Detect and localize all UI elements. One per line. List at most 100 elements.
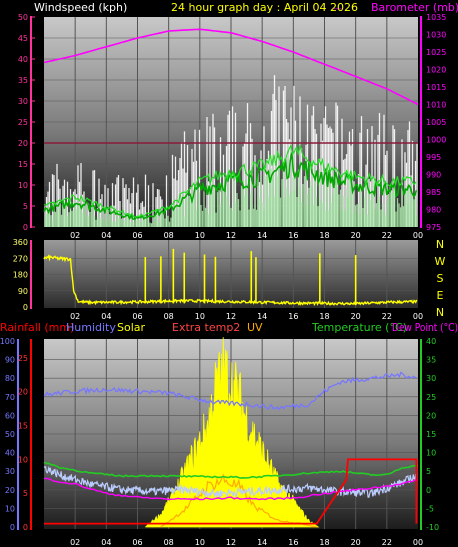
wind-left-tick: 45 xyxy=(18,34,28,43)
wind-x-tick: 14 xyxy=(257,231,267,240)
temperature-line xyxy=(43,461,419,479)
graph-title: 24 hour graph day : April 04 2026 xyxy=(171,1,358,14)
direction-x-tick: 02 xyxy=(70,312,80,321)
baro-right-tick: 980 xyxy=(426,206,441,215)
direction-x-tick: 08 xyxy=(164,312,174,321)
bottom-x-tick: 12 xyxy=(226,538,236,547)
baro-right-tick: 1000 xyxy=(426,136,446,145)
baro-right-tick: 990 xyxy=(426,171,441,180)
humidity-tick: 30 xyxy=(5,467,15,476)
wind-left-tick: 20 xyxy=(18,139,28,148)
temp-right-tick: -10 xyxy=(426,523,439,532)
wind-left-tick: 50 xyxy=(18,13,28,22)
compass-label: W xyxy=(435,255,446,268)
dewpoint-line xyxy=(43,477,418,501)
temp-right-tick: 10 xyxy=(426,449,436,458)
wind-x-tick: 00 xyxy=(413,231,423,240)
temp-right-tick: 35 xyxy=(426,356,436,365)
bottom-x-tick: 10 xyxy=(195,538,205,547)
rain-tick: 25 xyxy=(18,354,28,363)
humidity-tick: 20 xyxy=(5,486,15,495)
wind-title: Windspeed (kph) xyxy=(34,1,127,14)
wind-left-tick: 40 xyxy=(18,55,28,64)
baro-right-tick: 1020 xyxy=(426,66,446,75)
legend-solar: Solar xyxy=(117,321,146,334)
baro-right-tick: 1005 xyxy=(426,118,446,127)
wind-x-tick: 16 xyxy=(288,231,298,240)
humidity-tick: 60 xyxy=(5,411,15,420)
direction-x-tick: 18 xyxy=(319,312,329,321)
bottom-x-tick: 08 xyxy=(164,538,174,547)
wind-left-tick: 15 xyxy=(18,160,28,169)
legend-humidity: Humidity xyxy=(66,321,116,334)
wind-left-tick: 30 xyxy=(18,97,28,106)
temp-right-tick: -5 xyxy=(426,504,434,513)
direction-left-tick: 90 xyxy=(18,287,28,296)
compass-label: E xyxy=(437,289,444,302)
compass-label: S xyxy=(437,272,444,285)
bottom-x-tick: 18 xyxy=(319,538,329,547)
baro-right-tick: 1025 xyxy=(426,48,446,57)
wind-x-tick: 04 xyxy=(101,231,111,240)
legend-temperature: Temperature (°C) xyxy=(311,321,407,334)
wind-x-tick: 10 xyxy=(195,231,205,240)
baro-right-tick: 1010 xyxy=(426,101,446,110)
humidity-tick: 40 xyxy=(5,449,15,458)
baro-right-tick: 995 xyxy=(426,153,441,162)
humidity-tick: 80 xyxy=(5,374,15,383)
temp-right-tick: 15 xyxy=(426,430,436,439)
direction-x-tick: 12 xyxy=(226,312,236,321)
wind-left-tick: 10 xyxy=(18,181,28,190)
direction-left-tick: 270 xyxy=(13,254,28,263)
humidity-tick: 10 xyxy=(5,504,15,513)
humidity-tick: 70 xyxy=(5,393,15,402)
direction-x-tick: 20 xyxy=(351,312,361,321)
wind-x-tick: 12 xyxy=(226,231,236,240)
rain-tick: 10 xyxy=(18,455,28,464)
wind-left-tick: 5 xyxy=(23,202,28,211)
direction-x-tick: 16 xyxy=(288,312,298,321)
wind-left-tick: 0 xyxy=(23,223,28,232)
temp-right-tick: 30 xyxy=(426,374,436,383)
graph-title-suffix: --- xyxy=(333,4,342,13)
baro-right-tick: 985 xyxy=(426,188,441,197)
wind-left-tick: 25 xyxy=(18,118,28,127)
direction-x-tick: 06 xyxy=(132,312,142,321)
bottom-x-tick: 00 xyxy=(413,538,423,547)
wind-smoothed-line xyxy=(43,143,417,218)
bottom-marks xyxy=(43,337,419,528)
baro-right-tick: 1035 xyxy=(426,13,446,22)
bottom-x-tick: 22 xyxy=(382,538,392,547)
baro-title: Barometer (mb) xyxy=(371,1,458,14)
rain-tick: 0 xyxy=(23,523,28,532)
temp-right-tick: 40 xyxy=(426,337,436,346)
compass-label: N xyxy=(436,238,444,251)
bottom-x-tick: 06 xyxy=(132,538,142,547)
wind-left-tick: 35 xyxy=(18,76,28,85)
direction-x-tick: 10 xyxy=(195,312,205,321)
temp-right-tick: 25 xyxy=(426,393,436,402)
wind-marks xyxy=(43,28,419,227)
direction-x-tick: 14 xyxy=(257,312,267,321)
bottom-x-tick: 14 xyxy=(257,538,267,547)
wind-x-tick: 20 xyxy=(351,231,361,240)
humidity-line xyxy=(43,371,417,411)
baro-right-tick: 1015 xyxy=(426,83,446,92)
humidity-tick: 90 xyxy=(5,356,15,365)
temp-right-tick: 0 xyxy=(426,486,431,495)
compass-label: N xyxy=(436,306,444,319)
baro-right-tick: 1030 xyxy=(426,31,446,40)
wind-x-tick: 08 xyxy=(164,231,174,240)
baro-right-tick: 975 xyxy=(426,223,441,232)
bottom-x-tick: 20 xyxy=(351,538,361,547)
legend-dewpoint: Dew Point (°C) xyxy=(392,321,458,334)
rain-tick: 15 xyxy=(18,422,28,431)
wind-x-tick: 06 xyxy=(132,231,142,240)
wind-x-tick: 02 xyxy=(70,231,80,240)
bottom-x-tick: 16 xyxy=(288,538,298,547)
tick-labels: 0510152025303540455097598098599099510001… xyxy=(0,13,446,547)
humidity-tick: 50 xyxy=(5,430,15,439)
direction-x-tick: 00 xyxy=(413,312,423,321)
